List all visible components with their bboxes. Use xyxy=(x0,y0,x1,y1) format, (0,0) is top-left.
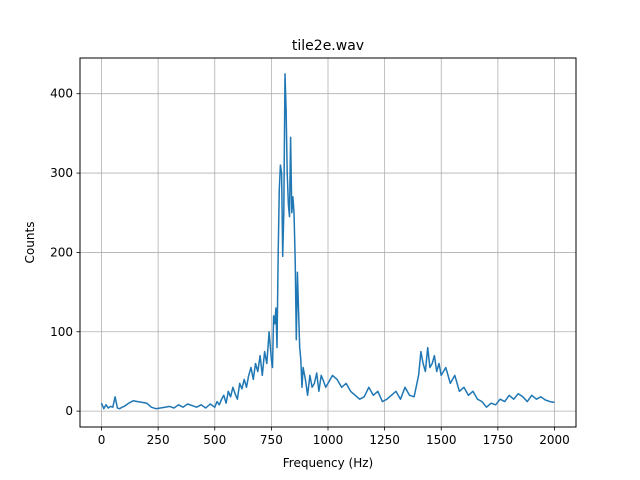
x-tick-label: 0 xyxy=(98,433,106,447)
x-axis-ticks: 0 250 500 750 1000 1250 1500 1750 2000 xyxy=(98,427,570,447)
y-tick-label: 100 xyxy=(50,325,73,339)
plot-frame xyxy=(79,57,577,428)
x-tick-label: 2000 xyxy=(539,433,570,447)
chart-title: tile2e.wav xyxy=(292,38,364,54)
y-tick-label: 0 xyxy=(65,404,73,418)
x-tick-label: 250 xyxy=(147,433,170,447)
grid-lines xyxy=(80,58,576,427)
x-tick-label: 1000 xyxy=(313,433,344,447)
series-group xyxy=(100,73,555,410)
x-tick-label: 750 xyxy=(260,433,283,447)
x-tick-label: 1500 xyxy=(426,433,457,447)
x-axis-label: Frequency (Hz) xyxy=(283,456,374,470)
y-tick-label: 200 xyxy=(50,245,73,259)
series-line xyxy=(100,73,555,410)
x-tick-label: 500 xyxy=(203,433,226,447)
x-tick-label: 1750 xyxy=(483,433,514,447)
y-tick-label: 400 xyxy=(50,87,73,101)
x-tick-label: 1250 xyxy=(369,433,400,447)
y-tick-label: 300 xyxy=(50,166,73,180)
y-axis-label: Counts xyxy=(23,222,37,264)
y-axis-ticks: 0 100 200 300 400 xyxy=(50,87,80,418)
